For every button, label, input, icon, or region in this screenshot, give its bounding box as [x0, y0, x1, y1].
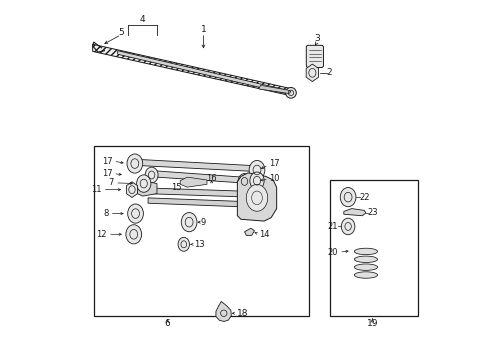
Text: 11: 11 — [91, 185, 102, 194]
Ellipse shape — [354, 248, 377, 255]
Text: 10: 10 — [269, 174, 280, 183]
Polygon shape — [343, 208, 365, 216]
Polygon shape — [180, 177, 206, 187]
Text: 19: 19 — [366, 319, 377, 328]
Text: 12: 12 — [96, 230, 107, 239]
Text: 16: 16 — [206, 174, 217, 183]
Polygon shape — [305, 64, 318, 82]
Polygon shape — [128, 159, 261, 171]
Text: 22: 22 — [359, 193, 369, 202]
Text: 15: 15 — [171, 183, 182, 192]
Ellipse shape — [248, 161, 264, 180]
Bar — [329, 180, 417, 316]
Ellipse shape — [354, 264, 377, 270]
Polygon shape — [137, 181, 157, 196]
Text: 9: 9 — [201, 218, 206, 227]
Text: 13: 13 — [194, 240, 204, 249]
Ellipse shape — [127, 204, 143, 223]
Ellipse shape — [181, 212, 197, 232]
Text: 18: 18 — [237, 309, 248, 318]
Text: 8: 8 — [103, 209, 108, 218]
Polygon shape — [118, 51, 290, 95]
Ellipse shape — [249, 172, 264, 189]
Ellipse shape — [145, 167, 158, 183]
Polygon shape — [148, 198, 247, 207]
Text: 23: 23 — [367, 208, 378, 217]
Ellipse shape — [341, 218, 354, 235]
Ellipse shape — [136, 175, 151, 192]
Bar — [94, 146, 308, 316]
Text: 17: 17 — [269, 159, 280, 168]
Polygon shape — [216, 301, 231, 321]
Ellipse shape — [340, 188, 355, 207]
Polygon shape — [244, 228, 254, 235]
Text: 1: 1 — [200, 26, 206, 35]
Text: 4: 4 — [140, 15, 145, 24]
Text: 3: 3 — [314, 34, 320, 43]
Text: 6: 6 — [164, 319, 170, 328]
Ellipse shape — [127, 154, 142, 173]
Polygon shape — [93, 44, 288, 95]
Ellipse shape — [125, 225, 142, 244]
Text: 20: 20 — [327, 248, 337, 257]
Ellipse shape — [354, 272, 377, 278]
Text: 17: 17 — [102, 157, 112, 166]
Text: 5: 5 — [118, 28, 124, 37]
Ellipse shape — [354, 256, 377, 262]
Polygon shape — [144, 188, 251, 197]
Polygon shape — [237, 173, 276, 221]
Ellipse shape — [246, 184, 267, 211]
Ellipse shape — [238, 174, 250, 189]
Text: 7: 7 — [108, 178, 114, 187]
Text: 14: 14 — [258, 230, 269, 239]
Polygon shape — [258, 85, 290, 94]
Ellipse shape — [178, 237, 189, 251]
Ellipse shape — [285, 87, 296, 98]
FancyBboxPatch shape — [305, 45, 323, 67]
Text: 21: 21 — [327, 222, 337, 231]
Polygon shape — [146, 171, 247, 183]
Polygon shape — [126, 182, 137, 198]
Text: 17: 17 — [102, 169, 112, 178]
Text: 2: 2 — [326, 68, 332, 77]
